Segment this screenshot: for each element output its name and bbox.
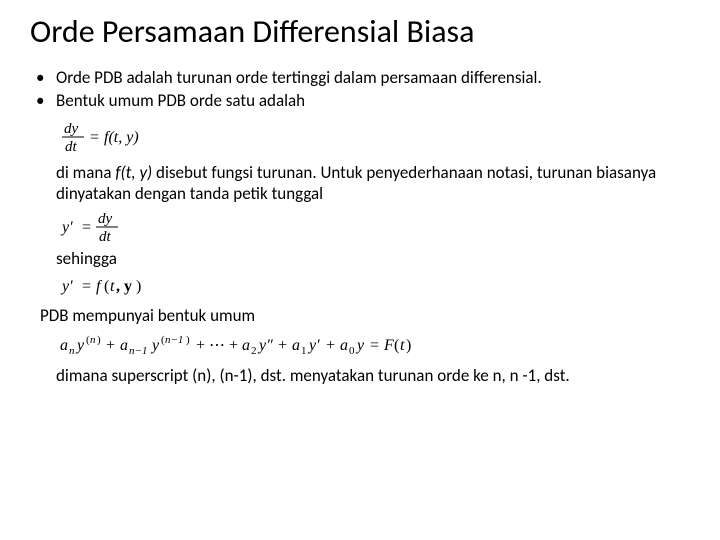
svg-text:): ) bbox=[406, 337, 411, 354]
svg-text:F: F bbox=[383, 337, 394, 354]
svg-text:(: ( bbox=[394, 337, 399, 354]
svg-text:y′: y′ bbox=[60, 278, 73, 295]
svg-text:n−1: n−1 bbox=[165, 334, 183, 346]
svg-text:f(t, y): f(t, y) bbox=[104, 129, 139, 146]
svg-text:f: f bbox=[96, 278, 103, 295]
formula-dy-dt-eq-f: dy dt = f(t, y) bbox=[60, 120, 690, 154]
svg-text:=: = bbox=[370, 337, 379, 354]
svg-text:t: t bbox=[110, 278, 115, 295]
svg-text:y″: y″ bbox=[257, 337, 273, 354]
svg-text:dy: dy bbox=[64, 121, 79, 137]
svg-text:n−1: n−1 bbox=[129, 345, 147, 357]
svg-text:a: a bbox=[340, 337, 348, 354]
svg-text:): ) bbox=[136, 278, 141, 295]
svg-text:a: a bbox=[292, 337, 300, 354]
svg-text:dt: dt bbox=[65, 139, 78, 154]
svg-text:n: n bbox=[69, 345, 75, 357]
bullet-list: Orde PDB adalah turunan orde tertinggi d… bbox=[30, 67, 690, 112]
paragraph-superscript: dimana superscript (n), (n-1), dst. meny… bbox=[30, 365, 690, 386]
svg-text:=: = bbox=[82, 219, 91, 236]
svg-text:, y: , y bbox=[116, 278, 132, 295]
svg-text:+: + bbox=[326, 337, 335, 354]
svg-text:(: ( bbox=[104, 278, 109, 295]
text-span: di mana bbox=[56, 162, 115, 183]
svg-text:dy: dy bbox=[98, 211, 113, 227]
svg-text:y′: y′ bbox=[60, 219, 73, 236]
svg-text:+ ⋯ +: + ⋯ + bbox=[196, 337, 238, 354]
svg-text:a: a bbox=[60, 337, 68, 354]
svg-text:): ) bbox=[97, 334, 101, 346]
svg-text:+: + bbox=[278, 337, 287, 354]
formula-general-pdb: a n y ( n ) + a n−1 y ( n−1 ) + ⋯ + a 2 … bbox=[60, 333, 690, 357]
bullet-item: Orde PDB adalah turunan orde tertinggi d… bbox=[30, 67, 690, 88]
svg-text:a: a bbox=[120, 337, 128, 354]
svg-text:0: 0 bbox=[349, 345, 355, 357]
italic-span: f(t, y) bbox=[115, 162, 152, 183]
svg-text:=: = bbox=[82, 278, 91, 295]
paragraph-fungsi-turunan: di mana f(t, y) disebut fungsi turunan. … bbox=[56, 162, 690, 205]
paragraph-bentuk-umum: PDB mempunyai bentuk umum bbox=[40, 305, 690, 326]
formula-yprime-eq-f: y′ = f ( t , y ) bbox=[60, 275, 690, 297]
svg-text:1: 1 bbox=[301, 345, 307, 357]
svg-text:=: = bbox=[90, 129, 99, 146]
svg-text:a: a bbox=[242, 337, 250, 354]
paragraph-sehingga: sehingga bbox=[56, 248, 690, 269]
svg-text:+: + bbox=[106, 337, 115, 354]
svg-text:n: n bbox=[90, 334, 96, 346]
svg-text:y: y bbox=[355, 337, 365, 354]
slide-title: Orde Persamaan Differensial Biasa bbox=[30, 12, 690, 51]
svg-text:2: 2 bbox=[251, 345, 257, 357]
svg-text:t: t bbox=[400, 337, 405, 354]
svg-text:y′: y′ bbox=[307, 337, 320, 354]
svg-text:dt: dt bbox=[99, 229, 112, 244]
svg-text:y: y bbox=[150, 337, 160, 354]
formula-yprime-eq-dydt: y′ = dy dt bbox=[60, 210, 690, 240]
svg-text:): ) bbox=[186, 334, 190, 346]
svg-text:y: y bbox=[75, 337, 85, 354]
bullet-item: Bentuk umum PDB orde satu adalah bbox=[30, 90, 690, 111]
